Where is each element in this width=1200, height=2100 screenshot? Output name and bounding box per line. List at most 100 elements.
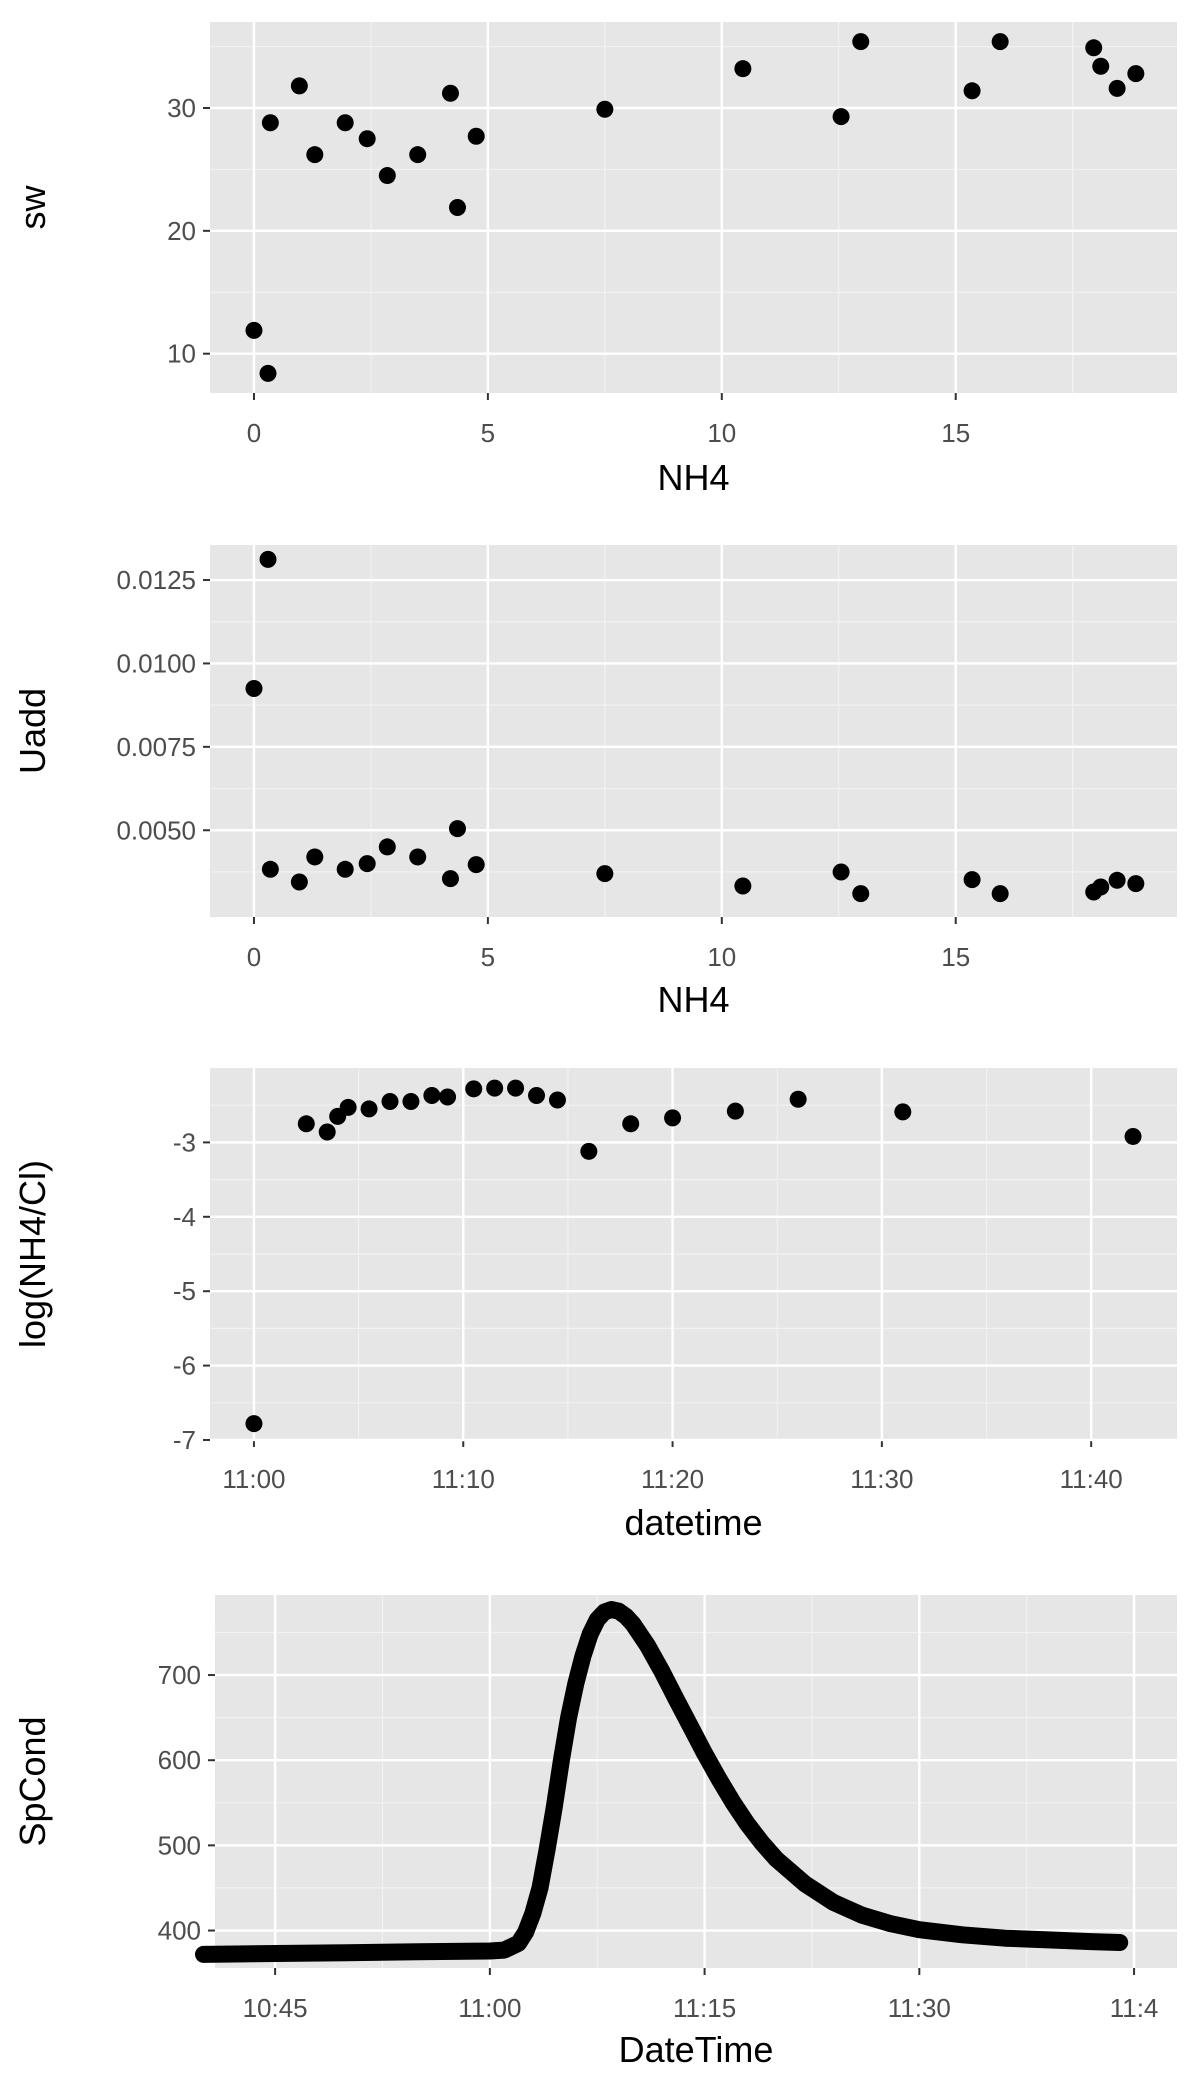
y-tick-label: -7 xyxy=(173,1425,196,1455)
data-point xyxy=(245,679,263,697)
x-axis-title: NH4 xyxy=(657,457,729,498)
x-tick-label: 10 xyxy=(707,418,736,448)
y-axis-title: SpCond xyxy=(12,1716,53,1846)
x-axis-title: NH4 xyxy=(657,979,729,1020)
x-tick-label: 5 xyxy=(481,418,495,448)
data-point xyxy=(259,364,277,382)
x-axis-title: datetime xyxy=(624,1502,762,1543)
data-point xyxy=(245,1415,263,1433)
x-tick-label: 11:40 xyxy=(1060,1464,1123,1494)
data-point xyxy=(297,1115,315,1133)
x-tick-label: 0 xyxy=(247,418,261,448)
data-point xyxy=(852,885,870,903)
y-tick-label: 500 xyxy=(158,1830,201,1860)
y-axis-title: sw xyxy=(12,185,53,230)
data-point xyxy=(448,199,466,216)
data-point xyxy=(290,77,308,95)
data-point xyxy=(832,863,850,881)
data-point xyxy=(360,1100,378,1118)
data-point xyxy=(991,885,1009,903)
panel-sw-vs-nh4: 0 5 10 15 10 20 30 NH4 sw xyxy=(12,22,1177,498)
y-tick-label: 30 xyxy=(167,93,196,123)
y-tick-label: 0.0125 xyxy=(116,565,196,595)
data-point xyxy=(1092,57,1110,75)
x-tick-label: 0 xyxy=(247,942,261,972)
data-point xyxy=(991,33,1009,51)
data-point xyxy=(290,873,308,891)
y-tick-label: -3 xyxy=(173,1127,196,1157)
panel-background xyxy=(210,545,1177,917)
data-point xyxy=(318,1123,336,1141)
y-tick-label: 700 xyxy=(158,1660,201,1690)
data-point xyxy=(306,848,324,866)
data-series-line xyxy=(195,1601,1129,1963)
y-tick-label: -4 xyxy=(173,1202,196,1232)
data-point xyxy=(622,1115,640,1133)
panel-lognh4cl-vs-datetime: 11:00 11:10 11:20 11:30 11:40 -7 -6 -5 -4 -3 datet… xyxy=(12,1068,1177,1543)
panel-spcond-vs-datetime: 10:45 11:00 11:15 11:30 11:4 400 500 600 700 Date… xyxy=(12,1595,1177,2070)
data-point xyxy=(528,1087,546,1105)
y-tick-label: 600 xyxy=(158,1745,201,1775)
x-tick-label: 10:45 xyxy=(243,1993,308,2023)
data-point xyxy=(336,114,354,132)
data-point xyxy=(894,1103,912,1121)
x-tick-label: 10 xyxy=(707,942,736,972)
x-tick-label: 15 xyxy=(941,942,970,972)
x-tick-label: 5 xyxy=(481,942,495,972)
y-tick-label: 10 xyxy=(167,339,196,369)
data-point xyxy=(726,1102,744,1120)
data-point xyxy=(245,321,263,339)
data-point xyxy=(261,114,279,132)
data-point xyxy=(336,860,354,878)
data-point xyxy=(465,1080,483,1098)
data-point xyxy=(378,838,396,856)
data-point xyxy=(448,820,466,838)
data-point xyxy=(789,1090,807,1108)
data-point xyxy=(423,1087,441,1105)
data-point xyxy=(409,146,427,164)
data-point xyxy=(1092,878,1110,896)
y-tick-label: 0.0100 xyxy=(116,648,196,678)
data-point xyxy=(306,146,324,164)
y-tick-label: -6 xyxy=(173,1351,196,1381)
data-point xyxy=(358,130,376,148)
y-tick-label: 400 xyxy=(158,1916,201,1946)
data-point xyxy=(734,877,752,895)
x-axis-title: DateTime xyxy=(619,2029,774,2070)
data-point xyxy=(467,856,485,874)
data-point xyxy=(402,1092,420,1110)
panel-background xyxy=(210,22,1177,393)
x-tick-label: 11:10 xyxy=(432,1464,495,1494)
data-point xyxy=(963,871,981,889)
x-tick-label: 11:30 xyxy=(888,1993,951,2023)
data-point xyxy=(381,1092,399,1110)
data-point xyxy=(963,82,981,100)
data-point xyxy=(734,60,752,78)
data-point xyxy=(507,1079,525,1097)
data-point xyxy=(664,1109,682,1127)
x-tick-label: 11:4 xyxy=(1110,1993,1159,2023)
data-point xyxy=(486,1079,504,1097)
data-point xyxy=(1127,875,1145,893)
data-point xyxy=(467,127,485,145)
y-tick-label: -5 xyxy=(173,1276,196,1306)
data-point xyxy=(1108,79,1126,97)
y-tick-label: 0.0050 xyxy=(116,815,196,845)
x-tick-label: 11:00 xyxy=(222,1464,285,1494)
data-point xyxy=(441,84,459,102)
y-axis-title: log(NH4/Cl) xyxy=(12,1160,53,1348)
data-point xyxy=(439,1088,457,1106)
data-point xyxy=(358,855,376,873)
data-point xyxy=(378,167,396,185)
x-tick-label: 11:00 xyxy=(458,1993,521,2023)
panel-background xyxy=(215,1595,1177,1968)
x-tick-label: 15 xyxy=(941,418,970,448)
panel-uadd-vs-nh4: 0 5 10 15 0.0050 0.0075 0.0100 0.0125 NH4 Uadd xyxy=(12,545,1177,1020)
data-point xyxy=(1108,871,1126,889)
data-point xyxy=(580,1142,598,1160)
data-point xyxy=(259,550,277,568)
data-point xyxy=(339,1098,357,1116)
y-tick-label: 0.0075 xyxy=(116,732,196,762)
data-point xyxy=(548,1091,566,1109)
data-point xyxy=(409,848,427,866)
